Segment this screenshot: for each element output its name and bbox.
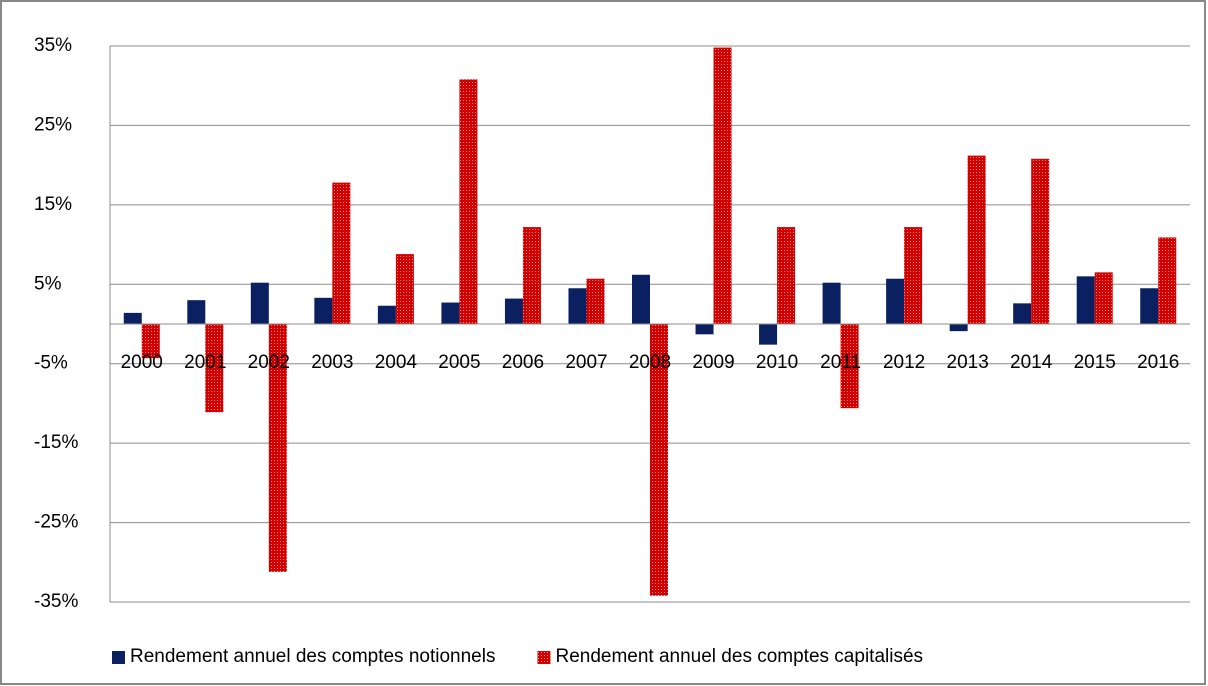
y-tick-label: 35% <box>34 35 72 56</box>
y-tick-label: -5% <box>34 353 68 374</box>
bar <box>314 297 333 324</box>
bar <box>904 227 923 324</box>
bar <box>250 282 269 324</box>
bar <box>586 278 605 324</box>
x-tick-label: 2014 <box>1010 352 1053 373</box>
bar <box>1031 158 1050 324</box>
bar <box>522 227 541 324</box>
x-tick-label: 2003 <box>311 352 353 373</box>
bar <box>141 324 160 359</box>
bar <box>395 254 414 324</box>
bar <box>332 182 351 324</box>
x-tick-label: 2015 <box>1074 352 1116 373</box>
x-tick-label: 2006 <box>502 352 544 373</box>
x-tick-label: 2000 <box>121 352 163 373</box>
bar <box>268 324 287 572</box>
bar <box>1140 288 1159 324</box>
x-tick-label: 2001 <box>184 352 226 373</box>
bar <box>459 79 478 324</box>
bar <box>205 324 224 413</box>
legend-label: Rendement annuel des comptes notionnels <box>130 646 495 667</box>
bar <box>777 227 796 324</box>
y-tick-label: 25% <box>34 114 72 135</box>
bar <box>1094 272 1113 324</box>
legend-swatch <box>537 651 551 664</box>
x-tick-label: 2016 <box>1137 352 1179 373</box>
x-tick-label: 2009 <box>692 352 734 373</box>
y-tick-label: -25% <box>34 512 78 533</box>
bar <box>1158 237 1177 324</box>
x-tick-label: 2007 <box>565 352 607 373</box>
bar <box>967 155 986 324</box>
bar <box>822 282 841 324</box>
bar <box>441 302 460 324</box>
x-tick-label: 2012 <box>883 352 925 373</box>
x-tick-label: 2005 <box>438 352 480 373</box>
bar <box>886 278 905 324</box>
bar <box>840 324 859 409</box>
x-tick-label: 2002 <box>248 352 290 373</box>
bar <box>695 324 714 335</box>
bar <box>949 324 968 332</box>
bar <box>632 274 650 324</box>
x-tick-label: 2008 <box>629 352 671 373</box>
bar <box>1013 303 1032 324</box>
x-tick-label: 2013 <box>947 352 989 373</box>
y-tick-label: 15% <box>34 194 72 215</box>
bar <box>123 312 142 324</box>
y-tick-label: -35% <box>34 591 78 612</box>
bar <box>377 305 396 324</box>
legend-label: Rendement annuel des comptes capitalisés <box>555 646 923 667</box>
y-tick-label: 5% <box>34 273 62 294</box>
y-tick-label: -15% <box>34 432 78 453</box>
legend-swatch <box>112 651 125 664</box>
bar <box>504 298 523 324</box>
x-tick-label: 2011 <box>820 352 861 373</box>
bar <box>759 324 778 345</box>
bar <box>568 288 587 324</box>
bar <box>187 300 206 324</box>
bar <box>713 47 732 325</box>
x-tick-label: 2004 <box>375 352 418 373</box>
bar <box>650 324 668 596</box>
bar <box>1076 276 1095 324</box>
x-tick-label: 2010 <box>756 352 798 373</box>
